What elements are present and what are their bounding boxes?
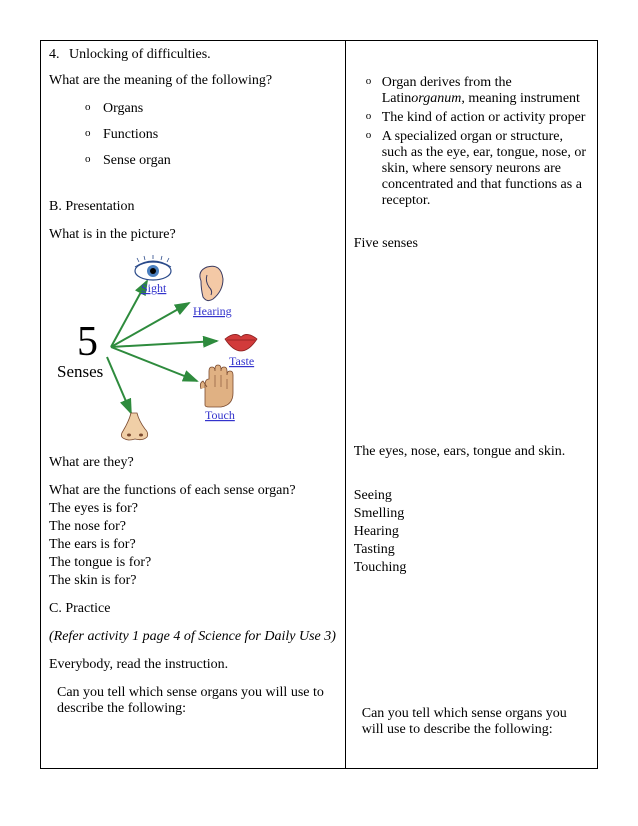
can-you-right: Can you tell which sense organs you will… (362, 706, 589, 738)
sub-functions: o Functions (85, 127, 337, 143)
smelling-text: Smelling (354, 506, 589, 522)
def-sense-organ-text: A specialized organ or structure, such a… (382, 129, 589, 209)
list-organs-text: The eyes, nose, ears, tongue and skin. (354, 444, 589, 460)
can-you-left: Can you tell which sense organs you will… (57, 685, 337, 717)
q-skin: The skin is for? (49, 573, 337, 589)
smell-label: Smell (121, 442, 150, 445)
circle-bullet-icon: o (85, 101, 103, 117)
tasting-text: Tasting (354, 542, 589, 558)
hearing-label: Hearing (193, 304, 232, 318)
five-senses-diagram: 5 Senses (49, 255, 337, 445)
eye-icon (135, 255, 171, 280)
c-heading: C. Practice (49, 601, 337, 617)
five-senses-text: Five senses (354, 236, 589, 252)
def1b: organum (411, 91, 461, 106)
def-organ-text: Organ derives from the Latinorganum, mea… (382, 75, 589, 107)
ear-icon (200, 266, 223, 300)
circle-bullet-icon: o (366, 110, 382, 126)
item-4-num: 4. (49, 47, 69, 63)
touching-text: Touching (354, 560, 589, 576)
lips-icon (225, 334, 257, 351)
sub-organs-text: Organs (103, 101, 143, 117)
item-4-text: Unlocking of difficulties. (69, 47, 211, 63)
definitions: o Organ derives from the Latinorganum, m… (366, 75, 589, 209)
sub-list: o Organs o Functions o Sense organ (85, 101, 337, 169)
left-cell: 4. Unlocking of difficulties. What are t… (41, 41, 346, 769)
sub-sense-organ-text: Sense organ (103, 153, 171, 169)
def-organ: o Organ derives from the Latinorganum, m… (366, 75, 589, 107)
def1c: , meaning instrument (461, 91, 580, 106)
q-ears: The ears is for? (49, 537, 337, 553)
b-heading: B. Presentation (49, 199, 337, 215)
senses-text: Senses (57, 362, 103, 381)
sub-sense-organ: o Sense organ (85, 153, 337, 169)
q-eyes: The eyes is for? (49, 501, 337, 517)
sub-functions-text: Functions (103, 127, 158, 143)
right-cell: o Organ derives from the Latinorganum, m… (345, 41, 597, 769)
lesson-table: 4. Unlocking of difficulties. What are t… (40, 40, 598, 769)
touch-label: Touch (205, 408, 235, 422)
item-4: 4. Unlocking of difficulties. (49, 47, 337, 63)
q-they: What are they? (49, 455, 337, 471)
hand-icon (200, 365, 233, 407)
circle-bullet-icon: o (366, 129, 382, 209)
q-tongue: The tongue is for? (49, 555, 337, 571)
nose-icon (121, 413, 147, 440)
taste-label: Taste (229, 354, 254, 368)
q-functions: What are the functions of each sense org… (49, 483, 337, 499)
sight-label: Sight (141, 281, 167, 295)
five-text: 5 (77, 319, 98, 365)
q-meaning: What are the meaning of the following? (49, 73, 337, 89)
everybody-text: Everybody, read the instruction. (49, 657, 337, 673)
def-functions: o The kind of action or activity proper (366, 110, 589, 126)
circle-bullet-icon: o (85, 153, 103, 169)
hearing-text: Hearing (354, 524, 589, 540)
def-functions-text: The kind of action or activity proper (382, 110, 586, 126)
circle-bullet-icon: o (366, 75, 382, 107)
refer-text: (Refer activity 1 page 4 of Science for … (49, 629, 337, 645)
seeing-text: Seeing (354, 488, 589, 504)
q-nose: The nose for? (49, 519, 337, 535)
circle-bullet-icon: o (85, 127, 103, 143)
def-sense-organ: o A specialized organ or structure, such… (366, 129, 589, 209)
q-picture: What is in the picture? (49, 227, 337, 243)
sub-organs: o Organs (85, 101, 337, 117)
